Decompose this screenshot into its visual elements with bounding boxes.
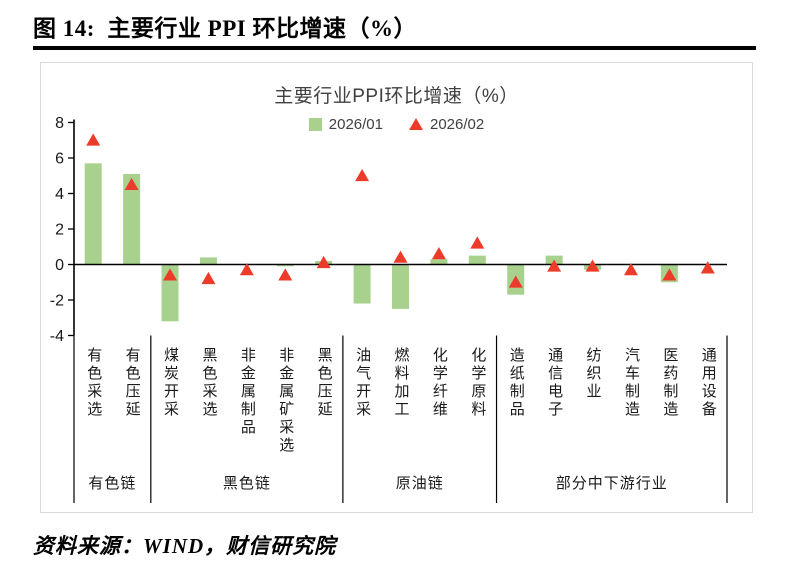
y-tick-label: -2 — [50, 293, 64, 310]
legend-item-2026-01: 2026/01 — [308, 115, 383, 133]
triangle-swatch-icon — [409, 118, 423, 130]
legend-label-2026-02: 2026/02 — [430, 115, 485, 133]
marker-triangle-煤炭开采 — [163, 268, 178, 281]
bar-燃料加工 — [392, 264, 409, 309]
group-label: 原油链 — [395, 475, 444, 492]
marker-triangle-通信电子 — [547, 259, 562, 272]
category-label: 化学纤维 — [430, 347, 448, 419]
marker-triangle-有色压延 — [124, 177, 139, 191]
plot-area: 8 6 4 2 0 -2 -4 — [50, 115, 728, 503]
category-label: 化学原料 — [469, 347, 487, 419]
category-label: 有色压延 — [123, 347, 141, 419]
legend-label-2026-01: 2026/01 — [328, 115, 383, 133]
y-tick-label: 8 — [55, 115, 64, 132]
marker-triangle-汽车制造 — [623, 263, 638, 276]
category-label: 油气开采 — [354, 347, 372, 419]
category-label: 煤炭开采 — [162, 347, 180, 419]
figure-title: 图 14: 主要行业 PPI 环比增速（%） — [33, 16, 417, 41]
marker-triangle-化学纤维 — [431, 247, 446, 260]
category-label: 燃料加工 — [392, 347, 410, 419]
category-label: 纺织业 — [584, 347, 602, 401]
chart-frame: 主要行业PPI环比增速（%） 2026/01 2026/02 8 6 4 2 0 -2 -4… — [40, 62, 753, 513]
category-label: 通用设备 — [699, 347, 717, 419]
chart-legend: 2026/01 2026/02 — [41, 115, 752, 133]
bar-黑色采选 — [199, 257, 217, 265]
category-label: 非金属矿采选 — [277, 347, 295, 455]
category-label: 造纸制品 — [507, 347, 525, 419]
category-label: 医药制造 — [661, 347, 679, 419]
marker-triangle-有色采选 — [86, 133, 101, 146]
marker-triangle-造纸制品 — [508, 275, 523, 288]
category-label: 黑色压延 — [315, 347, 333, 419]
y-tick-label: 4 — [55, 186, 64, 203]
group-label: 黑色链 — [222, 475, 271, 492]
marker-triangle-燃料加工 — [393, 250, 408, 263]
bar-化学纤维 — [430, 259, 448, 265]
bar-非金属矿采选 — [276, 264, 294, 267]
title-rule — [33, 46, 756, 50]
marker-triangle-通用设备 — [700, 261, 715, 274]
source-note: 资料来源：WIND，财信研究院 — [33, 534, 337, 558]
category-label: 非金属制品 — [238, 347, 256, 437]
category-label: 通信电子 — [546, 347, 564, 419]
marker-triangle-医药制造 — [662, 268, 677, 281]
marker-triangle-化学原料 — [470, 236, 485, 249]
bar-化学原料 — [468, 255, 486, 265]
chart-title: 主要行业PPI环比增速（%） — [274, 86, 519, 107]
y-tick-label: -4 — [50, 328, 64, 345]
marker-triangle-非金属制品 — [239, 263, 254, 276]
marker-triangle-纺织业 — [585, 259, 600, 272]
category-label: 有色采选 — [85, 347, 103, 419]
group-label: 有色链 — [88, 475, 137, 492]
marker-triangle-油气开采 — [355, 168, 370, 182]
category-label: 汽车制造 — [622, 347, 640, 419]
bar-有色采选 — [84, 163, 102, 265]
marker-triangle-非金属矿采选 — [278, 268, 293, 281]
square-swatch-icon — [308, 117, 322, 131]
y-tick-label: 6 — [55, 151, 64, 168]
bar-有色压延 — [123, 173, 141, 265]
marker-triangle-黑色采选 — [201, 271, 216, 285]
y-tick-label: 2 — [55, 222, 64, 239]
group-label: 部分中下游行业 — [555, 475, 668, 492]
category-label: 黑色采选 — [200, 347, 218, 419]
marker-triangle-黑色压延 — [316, 255, 331, 269]
y-tick-label: 0 — [55, 257, 64, 274]
legend-item-2026-02: 2026/02 — [409, 116, 484, 133]
bar-油气开采 — [353, 264, 371, 304]
